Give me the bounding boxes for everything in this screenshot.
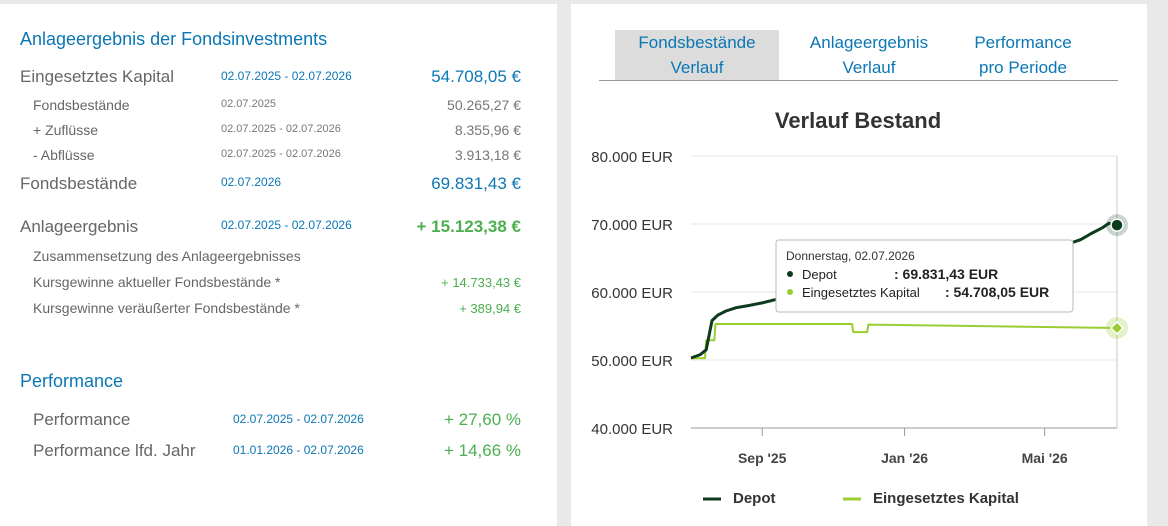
tab-performance-pro-periode[interactable]: Performance pro Periode: [955, 30, 1091, 80]
tab-label-line2: Verlauf: [670, 58, 724, 77]
performance-label: Performance: [33, 410, 131, 429]
anlageergebnis-label: Anlageergebnis: [20, 217, 139, 236]
kursgewinne-aktuell-value: + 14.733,43 €: [441, 275, 521, 290]
tooltip-depot-dot: [787, 271, 793, 277]
tab-fondsbestaende-verlauf[interactable]: Fondsbestände Verlauf: [615, 30, 779, 80]
fondsbestaende-label: Fondsbestände: [20, 174, 138, 193]
tab-label-line1: Anlageergebnis: [809, 33, 929, 52]
performance-title: Performance: [20, 371, 124, 391]
tab-anlageergebnis-verlauf[interactable]: Anlageergebnis Verlauf: [795, 30, 943, 80]
x-tick-label: Sep '25: [738, 450, 787, 466]
tab-underline: [599, 80, 1118, 81]
tab-label-line2: pro Periode: [979, 58, 1067, 77]
anlageergebnis-panel: Anlageergebnis der Fondsinvestments Eing…: [0, 4, 557, 526]
kapital-hover-point: [1109, 320, 1125, 336]
tooltip-date: Donnerstag, 02.07.2026: [786, 249, 915, 263]
tooltip-box: [775, 239, 1074, 313]
y-tick-label: 80.000 EUR: [591, 149, 673, 166]
tab-label-line2: Verlauf: [842, 58, 896, 77]
kursgewinne-veraeussert-label: Kursgewinne veräußerter Fondsbestände *: [33, 300, 300, 316]
eingesetztes-kapital-value: 54.708,05 €: [431, 67, 521, 86]
section-title: Anlageergebnis der Fondsinvestments: [20, 29, 328, 49]
tooltip-kapital-dot: [787, 289, 793, 295]
verlauf-bestand-chart: Verlauf Bestand 80.000 EUR 70.000 EUR 60.0…: [591, 108, 1128, 507]
tab-label-line1: Fondsbestände: [638, 33, 756, 52]
zufluesse-date: 02.07.2025 - 02.07.2026: [221, 123, 341, 135]
fondsbestaende-start-date: 02.07.2025: [221, 98, 277, 110]
depot-hover-point: [1110, 218, 1124, 232]
tooltip-kapital-value: : 54.708,05 EUR: [945, 284, 1049, 300]
performance-jahr-date: 01.01.2026 - 02.07.2026: [233, 443, 364, 457]
abfluesse-value: 3.913,18 €: [454, 147, 521, 163]
x-tick-label: Jan '26: [881, 450, 928, 466]
chart-tooltip: Donnerstag, 02.07.2026 Depot : 69.831,43…: [775, 239, 1074, 313]
tooltip-kapital-label: Eingesetztes Kapital: [802, 285, 920, 300]
kapital-series-line: [691, 323, 1118, 360]
fondsbestaende-start-label: Fondsbestände: [33, 97, 130, 113]
anlageergebnis-value: + 15.123,38 €: [416, 217, 521, 236]
eingesetztes-kapital-date: 02.07.2025 - 02.07.2026: [221, 69, 352, 83]
zusammensetzung-label: Zusammensetzung des Anlageergebnisses: [33, 248, 301, 264]
y-tick-label: 70.000 EUR: [591, 217, 673, 234]
performance-value: + 27,60 %: [443, 410, 521, 429]
chart-legend: Depot Eingesetztes Kapital: [703, 490, 1019, 507]
chart-title: Verlauf Bestand: [775, 108, 941, 133]
fondsbestaende-date: 02.07.2026: [221, 175, 282, 189]
y-tick-label: 60.000 EUR: [591, 285, 673, 302]
y-tick-label: 50.000 EUR: [591, 353, 673, 370]
chart-panel: Fondsbestände Verlauf Anlageergebnis Ver…: [571, 4, 1147, 526]
legend-depot-label[interactable]: Depot: [733, 490, 776, 507]
legend-kapital-label[interactable]: Eingesetztes Kapital: [873, 490, 1019, 507]
y-tick-label: 40.000 EUR: [591, 421, 673, 438]
kursgewinne-veraeussert-value: + 389,94 €: [459, 301, 521, 316]
tooltip-depot-label: Depot: [802, 267, 837, 282]
tooltip-depot-value: : 69.831,43 EUR: [894, 266, 998, 282]
performance-date: 02.07.2025 - 02.07.2026: [233, 412, 364, 426]
tab-label-line1: Performance: [974, 33, 1072, 52]
fondsbestaende-value: 69.831,43 €: [431, 174, 521, 193]
x-tick-label: Mai '26: [1022, 450, 1068, 466]
abfluesse-date: 02.07.2025 - 02.07.2026: [221, 148, 341, 160]
eingesetztes-kapital-label: Eingesetztes Kapital: [20, 67, 175, 86]
zufluesse-value: 8.355,96 €: [454, 122, 521, 138]
zufluesse-label: + Zuflüsse: [33, 122, 98, 138]
abfluesse-label: - Abflüsse: [33, 147, 95, 163]
anlageergebnis-date: 02.07.2025 - 02.07.2026: [221, 218, 352, 232]
performance-jahr-label: Performance lfd. Jahr: [33, 441, 196, 460]
performance-jahr-value: + 14,66 %: [443, 441, 521, 460]
fondsbestaende-start-value: 50.265,27 €: [447, 97, 521, 113]
kursgewinne-aktuell-label: Kursgewinne aktueller Fondsbestände *: [33, 274, 281, 290]
